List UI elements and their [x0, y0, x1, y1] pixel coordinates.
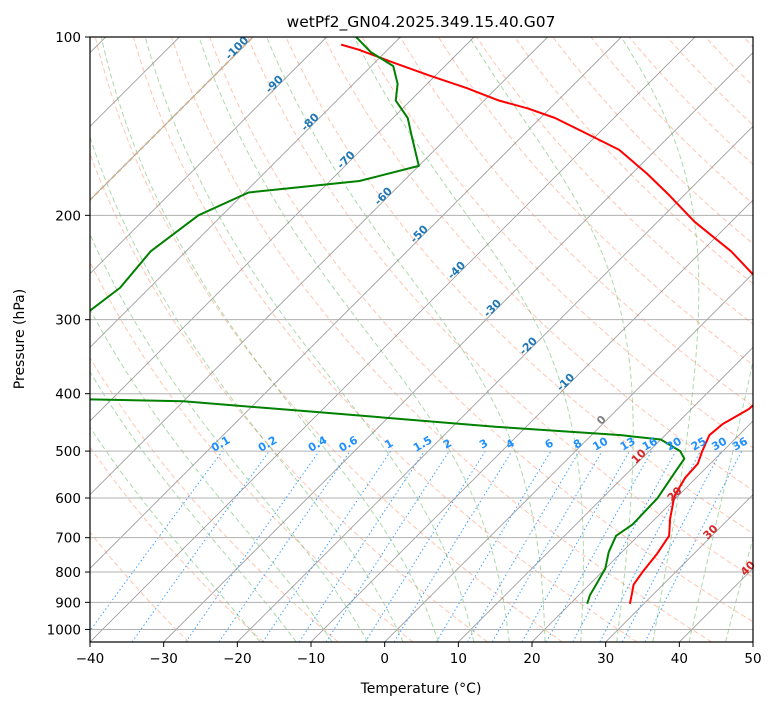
mixing-ratio-line: [393, 450, 513, 642]
dry-adiabat-line: [438, 37, 753, 366]
chart-title: wetPf2_GN04.2025.349.15.40.G07: [287, 13, 556, 32]
moist-adiabat-line: [90, 233, 369, 642]
highlight-isotherm-line: [90, 37, 254, 202]
isotherm-line: [310, 199, 753, 642]
y-axis-label: Pressure (hPa): [12, 289, 28, 389]
y-tick-label: 100: [55, 30, 81, 46]
x-tick-label: −10: [297, 651, 326, 667]
dry-adiabat-line: [323, 37, 753, 491]
y-tick-label: 500: [55, 444, 81, 460]
temperature-line: [340, 43, 753, 604]
y-tick-label: 900: [55, 595, 81, 611]
x-tick-label: 40: [671, 651, 688, 667]
dry-adiabat-line: [247, 37, 753, 578]
mixing-ratio-line: [435, 450, 552, 642]
mixing-ratio-line: [218, 450, 351, 642]
moist-adiabat-line: [90, 426, 261, 642]
mixing-ratio-line: [491, 450, 603, 642]
isotherm-line: [90, 37, 475, 422]
dry-adiabat-line: [399, 37, 753, 407]
moist-adiabat-line: [100, 37, 439, 642]
moist-adiabat-line: [688, 358, 753, 642]
mixing-ratio-line: [467, 450, 580, 642]
mixing-ratio-line: [572, 450, 677, 642]
x-tick-label: 50: [744, 651, 761, 667]
dry-adiabat-line: [90, 531, 190, 642]
isotherm-line: [605, 494, 753, 642]
y-axis-ticks: 100 200 300 400 500 600 700 800 900 1000: [47, 30, 90, 638]
y-tick-label: 400: [55, 387, 81, 403]
isotherm-line: [752, 641, 753, 642]
mixing-ratio-line: [131, 450, 270, 642]
moist-adiabat-line: [725, 536, 753, 642]
dry-adiabat-line: [90, 260, 414, 642]
isotherm-line: [90, 37, 548, 496]
moist-adiabat-line: [353, 37, 584, 642]
moist-adiabat-line: [266, 37, 546, 642]
dry-adiabat-line: [90, 356, 339, 642]
x-axis-label: Temperature (°C): [360, 681, 482, 697]
isotherm-line: [384, 273, 753, 642]
x-tick-label: 20: [523, 651, 540, 667]
y-tick-label: 1000: [47, 622, 81, 638]
x-tick-label: 0: [380, 651, 389, 667]
x-tick-label: −40: [76, 651, 105, 667]
isotherm-line: [90, 37, 401, 348]
dry-adiabat-line: [590, 37, 753, 205]
dewpoint-line: [90, 37, 686, 605]
profiles-layer: [90, 37, 753, 605]
dry-adiabat-line: [171, 37, 713, 642]
y-tick-label: 600: [55, 491, 81, 507]
dry-adiabat-line: [476, 37, 753, 325]
x-tick-label: −20: [223, 651, 252, 667]
dry-adiabat-line: [552, 37, 753, 245]
y-tick-label: 800: [55, 565, 81, 581]
moist-adiabat-line: [90, 135, 404, 642]
y-tick-label: 700: [55, 531, 81, 547]
dry-adiabat-line: [285, 37, 753, 535]
x-tick-label: 10: [450, 651, 467, 667]
isotherm-line: [237, 125, 753, 642]
mixing-ratio-line: [364, 450, 486, 642]
dry-adiabat-line: [94, 37, 563, 642]
mixing-ratio-line: [90, 450, 223, 632]
x-tick-label: −30: [149, 651, 178, 667]
plot-background: [90, 37, 753, 642]
isotherm-line: [531, 420, 753, 642]
mixing-ratio-line: [545, 450, 653, 642]
moist-adiabat-line: [144, 37, 475, 642]
moist-adiabat-line: [198, 37, 510, 642]
x-tick-label: 30: [597, 651, 614, 667]
isotherm-line: [90, 37, 327, 275]
dry-adiabat-line: [132, 37, 638, 642]
y-tick-label: 300: [55, 313, 81, 329]
plot-frame: [89, 36, 754, 643]
dry-adiabat-line: [209, 37, 753, 623]
mixing-ratio-line: [521, 450, 630, 642]
isotherm-line: [163, 52, 753, 642]
x-axis-ticks: −40 −30 −20 −10 0 10 20 30 40 50: [76, 642, 762, 667]
y-tick-label: 200: [55, 208, 81, 224]
isotherm-line: [458, 346, 753, 642]
moist-adiabat-line: [90, 308, 333, 642]
mixing-ratio-line: [325, 450, 450, 642]
moist-adiabat-line: [620, 37, 700, 642]
isotherm-line: [90, 37, 622, 569]
mixing-ratio-line: [185, 450, 320, 642]
